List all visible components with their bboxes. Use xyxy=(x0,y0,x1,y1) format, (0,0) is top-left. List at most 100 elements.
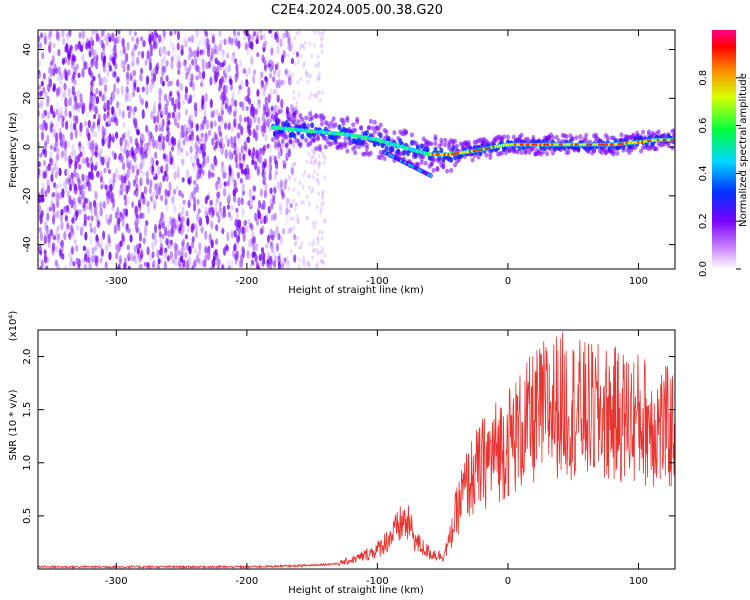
noise-cell xyxy=(311,242,315,248)
noise-cell xyxy=(275,226,279,235)
noise-cell xyxy=(316,240,320,246)
noise-cell xyxy=(79,151,83,158)
noise-cell xyxy=(120,175,125,185)
noise-cell xyxy=(260,71,264,79)
noise-cell xyxy=(287,260,290,266)
ridge-cell xyxy=(270,136,275,142)
noise-cell xyxy=(117,174,122,181)
noise-cell xyxy=(170,228,174,238)
noise-cell xyxy=(308,41,312,46)
noise-cell xyxy=(138,232,143,242)
noise-cell xyxy=(317,181,321,186)
noise-cell xyxy=(297,30,301,35)
noise-cell xyxy=(141,109,145,120)
noise-cell xyxy=(41,52,45,60)
noise-cell xyxy=(93,206,98,216)
noise-cell xyxy=(179,255,184,263)
noise-cell xyxy=(82,201,86,209)
noise-cell xyxy=(64,208,68,216)
noise-cell xyxy=(199,217,203,225)
noise-cell xyxy=(60,85,64,94)
noise-cell xyxy=(149,182,153,188)
noise-cell xyxy=(122,162,126,171)
noise-cell xyxy=(141,159,145,167)
noise-cell xyxy=(291,72,295,77)
noise-cell xyxy=(229,78,233,86)
noise-cell xyxy=(317,60,320,65)
noise-cell xyxy=(312,150,316,155)
ridge-cell xyxy=(323,144,328,150)
noise-cell xyxy=(39,43,43,51)
noise-cell xyxy=(124,208,128,216)
noise-cell xyxy=(234,116,238,125)
noise-cell xyxy=(235,69,240,78)
noise-cell xyxy=(149,179,153,188)
noise-cell xyxy=(104,154,108,164)
noise-cell xyxy=(66,58,71,66)
noise-cell xyxy=(209,199,213,207)
noise-cell xyxy=(174,259,179,267)
noise-cell xyxy=(176,55,181,63)
snr-panel: -300 -200 -100 0 100 0.51.01.52.0 Height of … xyxy=(8,311,676,596)
noise-cell xyxy=(46,95,50,103)
noise-cell xyxy=(288,44,292,52)
noise-cell xyxy=(149,44,153,53)
noise-cell xyxy=(184,234,188,240)
noise-cell xyxy=(139,252,144,259)
noise-cell xyxy=(105,36,109,47)
noise-cell xyxy=(116,101,120,109)
noise-cell xyxy=(322,200,325,205)
noise-cell xyxy=(111,106,115,116)
noise-cell xyxy=(79,44,84,53)
noise-cell xyxy=(135,37,140,45)
noise-cell xyxy=(67,69,71,76)
noise-cell xyxy=(43,171,48,179)
noise-cell xyxy=(145,100,149,109)
noise-cell xyxy=(320,36,323,41)
noise-cell xyxy=(56,75,60,82)
noise-cell xyxy=(83,263,88,269)
noise-cell xyxy=(263,61,267,70)
noise-cell xyxy=(257,98,261,105)
noise-cell xyxy=(161,220,165,229)
noise-cell xyxy=(43,89,47,99)
noise-cell xyxy=(319,44,323,49)
noise-cell xyxy=(169,228,173,237)
noise-cell xyxy=(161,118,165,127)
noise-cell xyxy=(295,202,298,207)
noise-cell xyxy=(38,168,41,175)
noise-cell xyxy=(153,115,157,124)
noise-cell xyxy=(139,73,143,82)
noise-cell xyxy=(235,63,239,72)
noise-cell xyxy=(289,227,293,234)
ridge-cell xyxy=(308,111,313,117)
ridge-cell xyxy=(382,156,387,162)
noise-cell xyxy=(162,30,166,38)
noise-cell xyxy=(61,253,65,260)
ridge-cell xyxy=(312,137,317,143)
noise-cell xyxy=(210,47,214,56)
noise-cell xyxy=(279,235,283,245)
noise-cell xyxy=(283,160,287,167)
ridge-cell xyxy=(564,133,569,139)
ridge-cell xyxy=(337,124,342,131)
ridge-cell xyxy=(431,167,436,173)
noise-cell xyxy=(100,248,104,257)
noise-cell xyxy=(146,261,150,268)
ridge-cell xyxy=(670,145,675,151)
noise-cell xyxy=(247,147,251,156)
noise-cell xyxy=(200,132,204,138)
noise-cell xyxy=(46,100,50,108)
noise-cell xyxy=(237,122,242,130)
noise-cell xyxy=(235,207,239,213)
noise-cell xyxy=(156,114,160,124)
noise-cell xyxy=(270,105,274,111)
noise-cell xyxy=(227,123,231,131)
noise-cell xyxy=(233,193,237,203)
noise-cell xyxy=(146,246,150,256)
noise-cell xyxy=(288,227,292,233)
noise-cell xyxy=(119,145,123,152)
noise-cell xyxy=(222,246,227,257)
noise-cell xyxy=(204,92,208,103)
noise-cell xyxy=(176,60,180,69)
